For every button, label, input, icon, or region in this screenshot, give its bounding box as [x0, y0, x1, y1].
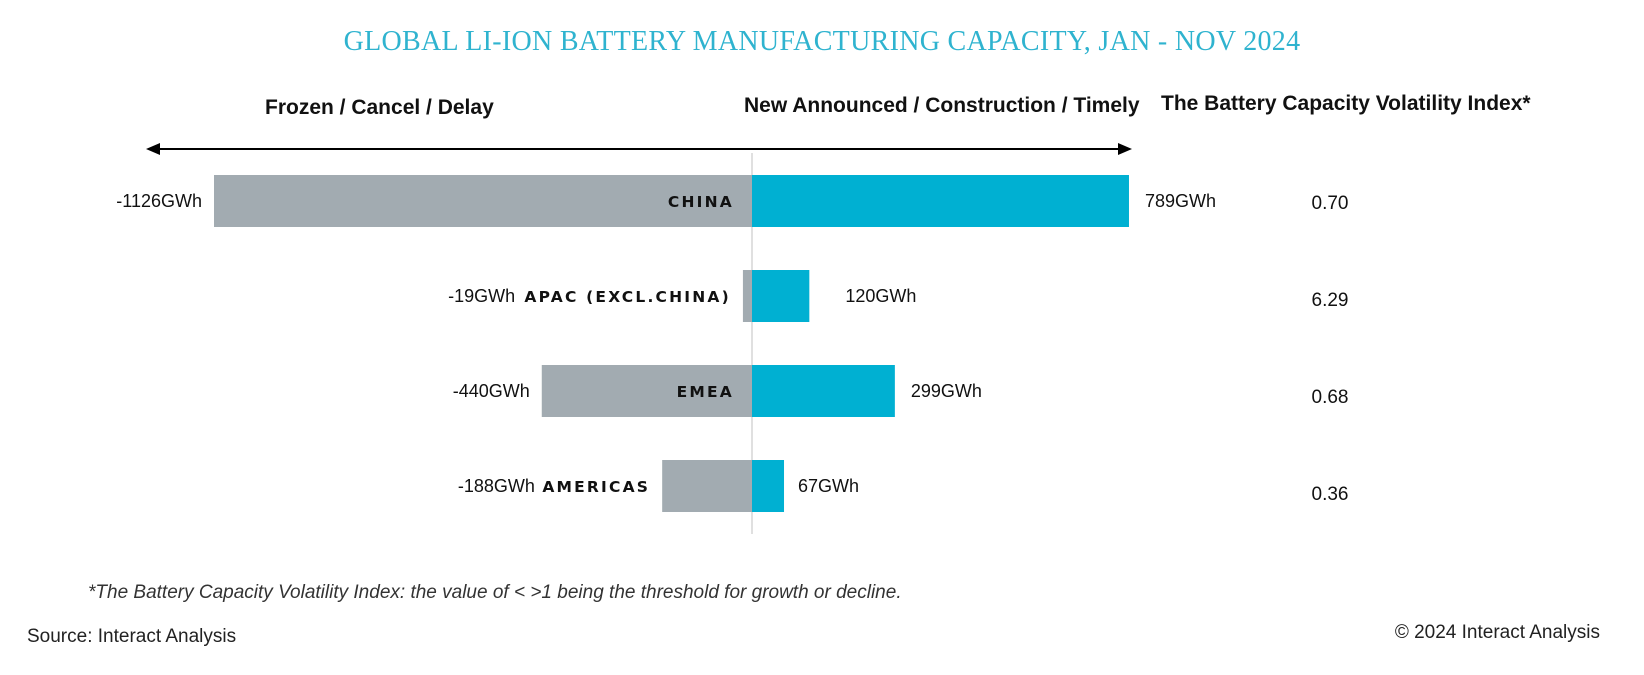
positive-value-label-0: 789GWh [1145, 191, 1216, 211]
negative-value-label-1: -19GWh [448, 286, 515, 306]
volatility-index-value-0: 0.70 [1312, 193, 1349, 214]
volatility-index-value-1: 6.29 [1312, 290, 1349, 311]
negative-value-label-3: -188GWh [458, 476, 535, 496]
bar-positive-2 [752, 365, 895, 417]
category-label-3: AMERICAS [542, 478, 650, 496]
footnote: *The Battery Capacity Volatility Index: … [88, 582, 902, 603]
positive-value-label-1: 120GWh [845, 286, 916, 306]
header-volatility-index: The Battery Capacity Volatility Index* [1161, 92, 1531, 115]
direction-arrow [146, 143, 1132, 155]
bar-negative-0 [213, 175, 752, 227]
negative-value-label-0: -1126GWh [116, 191, 202, 211]
bars-layer: CHINA -1126GWh 789GWh 0.70 APAC (EXCL.CHINA)… [116, 175, 1348, 512]
volatility-index-value-3: 0.36 [1312, 484, 1349, 505]
header-new-announced-construction-timely: New Announced / Construction / Timely [744, 94, 1140, 117]
arrow-head-left [146, 143, 160, 155]
header-frozen-cancel-delay: Frozen / Cancel / Delay [265, 96, 494, 119]
bar-negative-1 [742, 270, 752, 322]
bar-positive-1 [752, 270, 810, 322]
volatility-index-value-2: 0.68 [1312, 387, 1349, 408]
positive-value-label-2: 299GWh [911, 381, 982, 401]
copyright-text: © 2024 Interact Analysis [1394, 622, 1600, 643]
positive-value-label-3: 67GWh [798, 476, 859, 496]
bar-positive-0 [752, 175, 1129, 227]
category-label-0: CHINA [668, 193, 734, 211]
category-label-2: EMEA [677, 383, 734, 401]
arrow-head-right [1118, 143, 1132, 155]
bar-negative-3 [662, 460, 752, 512]
category-label-1: APAC (EXCL.CHINA) [524, 288, 730, 306]
bar-positive-3 [752, 460, 785, 512]
bar-negative-2 [541, 365, 752, 417]
negative-value-label-2: -440GWh [453, 381, 530, 401]
source-text: Source: Interact Analysis [27, 626, 237, 647]
chart-title: GLOBAL LI-ION BATTERY MANUFACTURING CAPA… [343, 26, 1301, 57]
